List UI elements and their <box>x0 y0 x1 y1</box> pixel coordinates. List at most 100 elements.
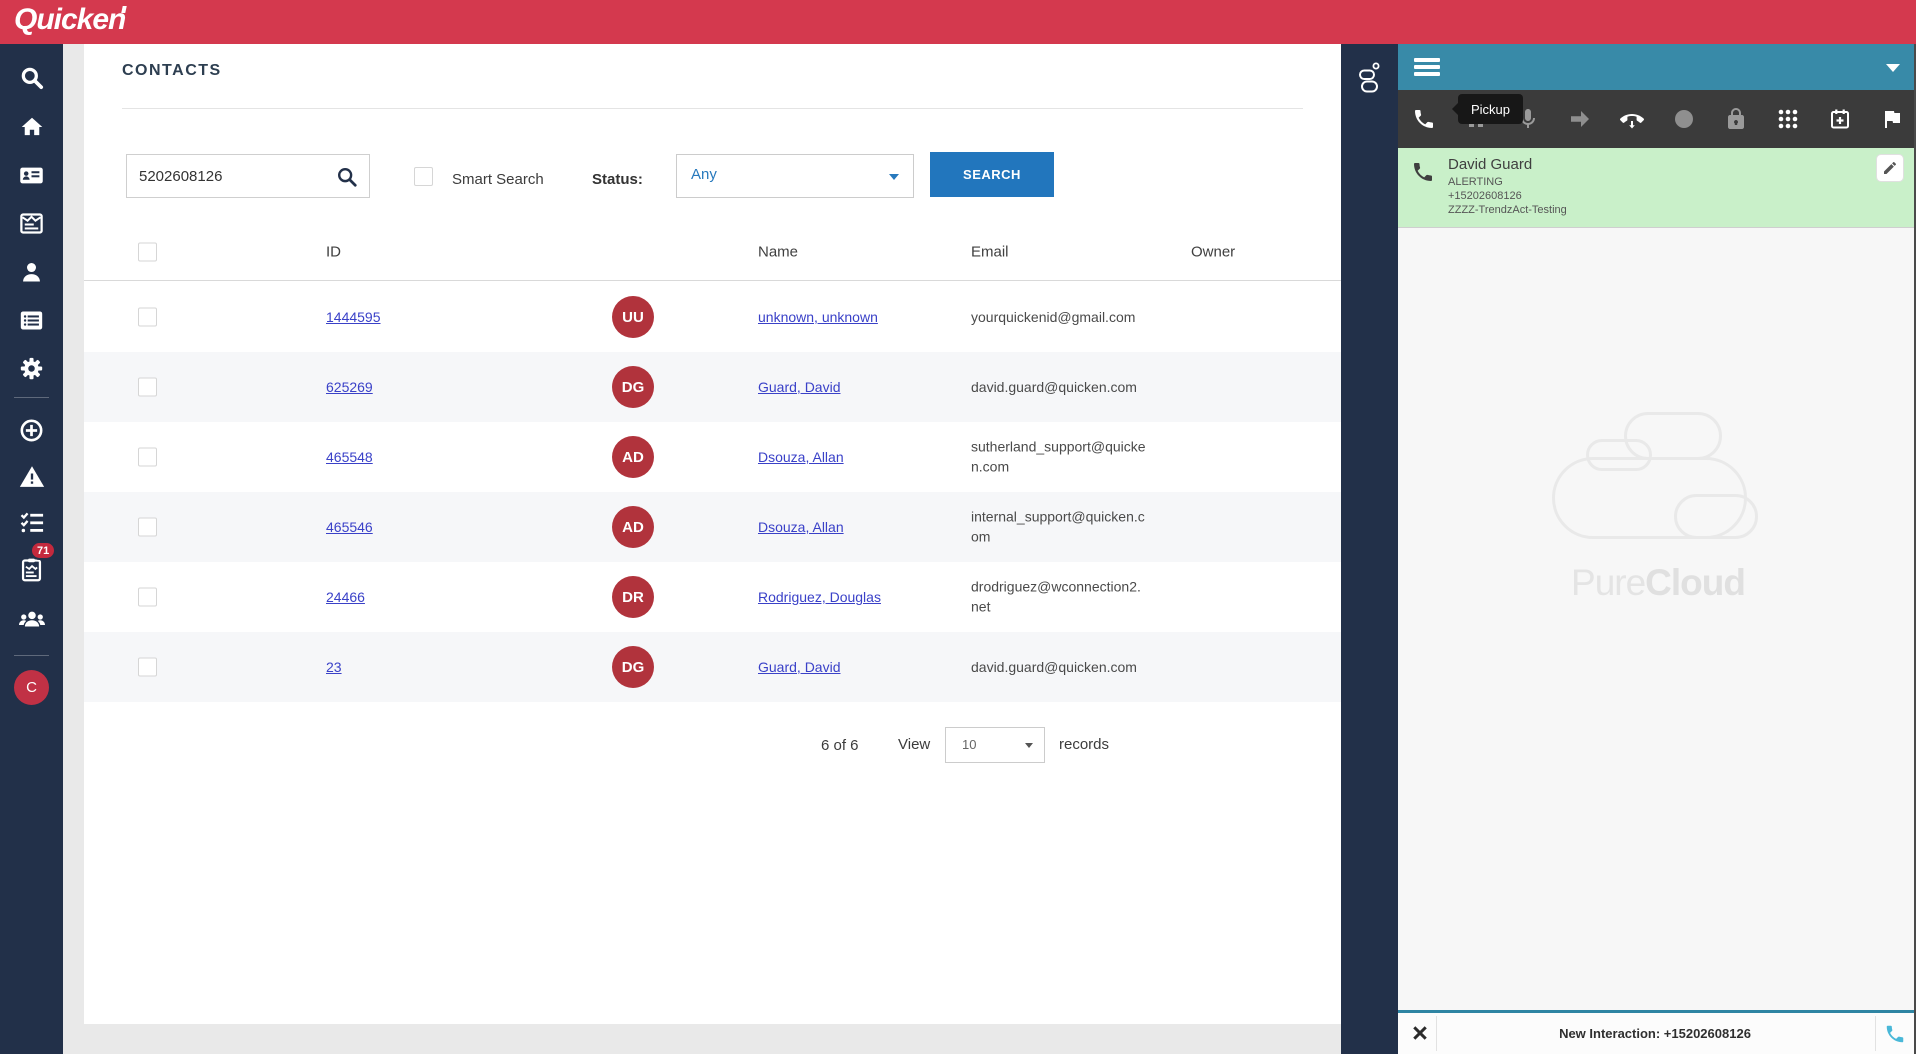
chevron-down-icon <box>1025 743 1033 748</box>
call-toolbar: Pickup <box>1398 90 1916 148</box>
column-header-name: Name <box>758 243 799 261</box>
user-avatar[interactable]: C <box>14 670 49 705</box>
table-row: 23 DG Guard, David david.guard@quicken.c… <box>84 632 1341 702</box>
menu-hamburger-icon[interactable] <box>1414 58 1440 79</box>
contact-avatar: AD <box>612 436 654 478</box>
edit-pencil-button[interactable] <box>1876 154 1904 182</box>
contact-email: drodriguez@wconnection2.net <box>971 578 1141 615</box>
title-divider <box>122 108 1303 109</box>
dialpad-icon[interactable] <box>1776 107 1800 131</box>
contact-name-link[interactable]: Guard, David <box>758 659 841 675</box>
panel-header <box>1398 44 1916 90</box>
top-brand-bar: Quicken <box>0 0 1916 44</box>
mute-mic-icon[interactable] <box>1516 107 1540 131</box>
footer-accent-line <box>1398 1010 1916 1013</box>
contact-id-link[interactable]: 465546 <box>326 519 373 535</box>
contact-avatar: DG <box>612 646 654 688</box>
row-checkbox[interactable] <box>138 447 157 467</box>
schedule-calendar-icon[interactable] <box>1828 107 1852 131</box>
settings-gear-icon[interactable] <box>0 348 63 388</box>
status-label: Status: <box>592 171 643 188</box>
secure-lock-icon[interactable] <box>1724 107 1748 131</box>
home-icon[interactable] <box>0 107 63 147</box>
contact-avatar: DR <box>612 576 654 618</box>
contact-email: yourquickenid@gmail.com <box>971 308 1136 325</box>
contact-id-link[interactable]: 625269 <box>326 379 373 395</box>
notification-badge: 71 <box>30 541 57 560</box>
table-row: 465548 AD Dsouza, Allan sutherland_suppo… <box>84 422 1341 492</box>
contact-id-link[interactable]: 465548 <box>326 449 373 465</box>
purecloud-wordmark: PureCloud <box>1571 562 1746 603</box>
contact-email: internal_support@quicken.com <box>971 508 1145 545</box>
records-label: records <box>1059 736 1110 753</box>
caller-number: +15202608126 <box>1448 190 1522 202</box>
smart-search-label: Smart Search <box>452 171 544 188</box>
search-input[interactable] <box>126 154 370 198</box>
table-row: 465546 AD Dsouza, Allan internal_support… <box>84 492 1341 562</box>
hangup-call-icon[interactable] <box>1620 107 1644 131</box>
phone-dock-strip <box>1341 44 1398 1054</box>
row-checkbox[interactable] <box>138 657 157 677</box>
transfer-arrow-icon[interactable] <box>1568 107 1592 131</box>
status-select[interactable]: Any <box>676 154 914 198</box>
pickup-tooltip: Pickup <box>1451 94 1524 124</box>
contact-id-link[interactable]: 1444595 <box>326 309 381 325</box>
caller-name: David Guard <box>1448 156 1533 173</box>
column-header-email: Email <box>971 243 1009 261</box>
task-checklist-icon[interactable] <box>0 502 63 542</box>
person-icon[interactable] <box>0 252 63 292</box>
sidebar-divider <box>14 397 49 398</box>
contact-avatar: AD <box>612 506 654 548</box>
record-count: 6 of 6 <box>821 737 859 754</box>
status-selected-value: Any <box>691 166 717 183</box>
row-checkbox[interactable] <box>138 517 157 537</box>
contact-email: david.guard@quicken.com <box>971 378 1137 395</box>
row-checkbox[interactable] <box>138 377 157 397</box>
contact-id-link[interactable]: 24466 <box>326 589 365 605</box>
contact-name-link[interactable]: Rodriguez, Douglas <box>758 589 881 605</box>
search-submit-icon[interactable] <box>336 166 358 188</box>
contact-name-link[interactable]: Guard, David <box>758 379 841 395</box>
contact-email: david.guard@quicken.com <box>971 658 1137 675</box>
row-checkbox[interactable] <box>138 587 157 607</box>
contact-name-link[interactable]: Dsouza, Allan <box>758 519 844 535</box>
quicken-logo: Quicken <box>14 3 126 36</box>
purecloud-watermark: PureCloud <box>1552 412 1764 622</box>
column-header-id: ID <box>326 243 341 261</box>
contact-email: sutherland_support@quicken.com <box>971 438 1146 475</box>
contact-name-link[interactable]: unknown, unknown <box>758 309 878 325</box>
active-call-card[interactable]: David Guard ALERTING +15202608126 ZZZZ-T… <box>1398 148 1916 228</box>
answer-call-icon[interactable] <box>1412 107 1436 131</box>
search-button[interactable]: SEARCH <box>930 152 1054 197</box>
flag-icon[interactable] <box>1880 107 1904 131</box>
sidebar-divider <box>14 655 49 656</box>
search-icon[interactable] <box>0 58 63 98</box>
contact-avatar: DG <box>612 366 654 408</box>
table-row: 625269 DG Guard, David david.guard@quick… <box>84 352 1341 422</box>
record-icon[interactable] <box>1672 107 1696 131</box>
smart-search-checkbox[interactable] <box>414 167 433 186</box>
list-icon[interactable] <box>0 300 63 340</box>
clipboard-notes-icon[interactable]: 71 <box>0 541 63 589</box>
table-row: 24466 DR Rodriguez, Douglas drodriguez@w… <box>84 562 1341 632</box>
call-queue: ZZZZ-TrendzAct-Testing <box>1448 204 1567 216</box>
close-icon[interactable] <box>1410 1023 1430 1043</box>
contact-card-icon[interactable] <box>0 155 63 195</box>
teams-people-icon[interactable] <box>0 600 63 640</box>
select-all-checkbox[interactable] <box>138 242 157 262</box>
logo-mark <box>121 6 127 13</box>
news-icon[interactable] <box>0 203 63 243</box>
genesys-dock-toggle-icon[interactable] <box>1356 60 1383 97</box>
contact-id-link[interactable]: 23 <box>326 659 342 675</box>
view-label: View <box>898 736 931 753</box>
alert-triangle-icon[interactable] <box>0 457 63 497</box>
column-header-owner: Owner <box>1191 243 1236 261</box>
row-checkbox[interactable] <box>138 307 157 327</box>
add-circle-icon[interactable] <box>0 410 63 450</box>
dial-phone-icon[interactable] <box>1884 1023 1906 1045</box>
collapse-chevron-icon[interactable] <box>1886 64 1900 72</box>
contact-name-link[interactable]: Dsouza, Allan <box>758 449 844 465</box>
page-size-select[interactable]: 10 <box>945 727 1045 763</box>
table-row: 1444595 UU unknown, unknown yourquickeni… <box>84 282 1341 352</box>
call-state: ALERTING <box>1448 176 1503 188</box>
